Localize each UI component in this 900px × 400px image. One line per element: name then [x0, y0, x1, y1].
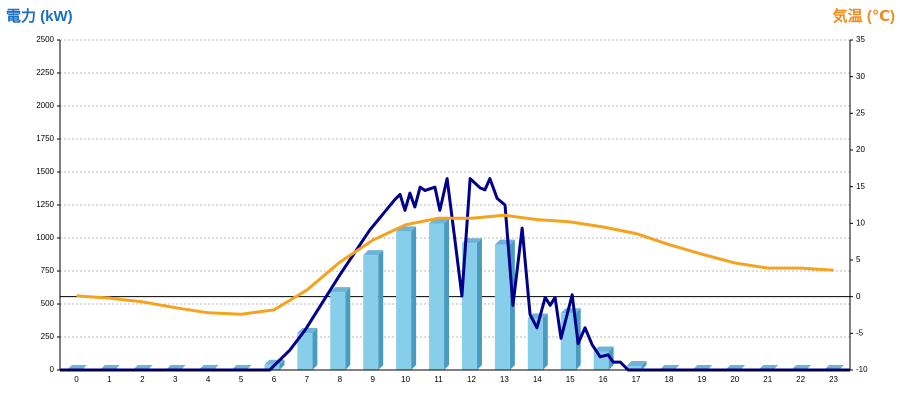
bar	[527, 318, 543, 370]
x-tick-label: 16	[599, 375, 608, 384]
y-tick-label: 2000	[36, 101, 54, 110]
bar	[626, 366, 642, 370]
y-tick-label: 2250	[36, 68, 54, 77]
y-tick-label: 1500	[36, 167, 54, 176]
x-tick-label: 15	[566, 375, 575, 384]
bar-top	[626, 361, 647, 367]
bar	[297, 333, 313, 370]
bar-side	[444, 218, 450, 370]
y-tick-label: 1750	[36, 134, 54, 143]
temperature-line	[76, 213, 834, 316]
y2-tick-label: 20	[856, 145, 865, 154]
x-tick-label: 5	[239, 375, 244, 384]
y-tick-label: 2500	[36, 35, 54, 44]
x-tick-label: 22	[796, 375, 805, 384]
x-tick-label: 13	[500, 375, 509, 384]
bar-top	[330, 287, 351, 293]
x-tick-label: 1	[107, 375, 112, 384]
bar-top	[593, 346, 614, 352]
x-tick-label: 12	[467, 375, 476, 384]
x-tick-label: 9	[370, 375, 375, 384]
y2-tick-label: -10	[856, 365, 868, 374]
x-tick-label: 18	[665, 375, 674, 384]
y-tick-label: 1250	[36, 200, 54, 209]
x-tick-label: 7	[305, 375, 310, 384]
y2-tick-label: 25	[856, 108, 865, 117]
y2-tick-label: 5	[856, 255, 861, 264]
x-tick-label: 14	[533, 375, 542, 384]
y2-axis-title: 気温 (℃)	[833, 7, 895, 25]
bar-side	[542, 313, 548, 370]
x-tick-label: 21	[763, 375, 772, 384]
y2-tick-label: 35	[856, 35, 865, 44]
y-tick-label: 0	[50, 365, 55, 374]
x-tick-label: 3	[173, 375, 178, 384]
y-tick-label: 1000	[36, 233, 54, 242]
x-tick-label: 19	[697, 375, 706, 384]
x-tick-label: 11	[434, 375, 443, 384]
x-tick-label: 2	[140, 375, 145, 384]
x-tick-label: 10	[401, 375, 410, 384]
y-tick-label: 250	[41, 332, 55, 341]
bar	[429, 223, 445, 370]
bar	[330, 292, 346, 370]
y2-tick-label: 15	[856, 182, 865, 191]
x-tick-label: 8	[338, 375, 343, 384]
x-tick-label: 0	[74, 375, 79, 384]
bar	[494, 244, 510, 370]
bar	[560, 313, 576, 370]
y2-tick-label: 30	[856, 72, 865, 81]
bar	[363, 255, 379, 370]
bar	[461, 243, 477, 370]
bar-side	[378, 250, 384, 370]
x-tick-label: 17	[632, 375, 641, 384]
bar-side	[641, 361, 647, 370]
y2-tick-label: 10	[856, 218, 865, 227]
y-tick-label: 750	[41, 266, 55, 275]
bar-top	[494, 239, 515, 245]
bar-side	[345, 287, 351, 370]
y-axis-title: 電力 (kW)	[6, 7, 73, 25]
bar-side	[312, 328, 318, 370]
bar-top	[363, 250, 384, 256]
y2-tick-label: 0	[856, 292, 861, 301]
power-line	[60, 177, 850, 372]
y2-tick-label: -5	[856, 328, 864, 337]
x-tick-label: 20	[730, 375, 739, 384]
bar-side	[279, 359, 285, 370]
x-tick-label: 6	[272, 375, 277, 384]
bar	[396, 231, 412, 370]
bar-side	[476, 238, 482, 370]
x-tick-label: 23	[829, 375, 838, 384]
y-tick-label: 500	[41, 299, 55, 308]
x-tick-label: 4	[206, 375, 211, 384]
bar-side	[411, 226, 417, 370]
